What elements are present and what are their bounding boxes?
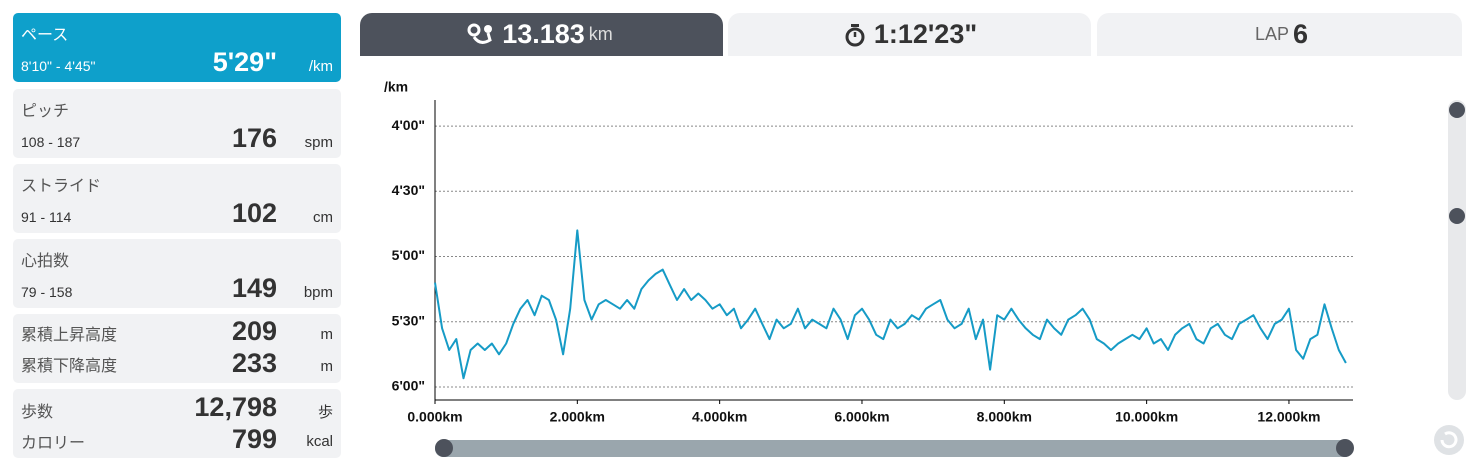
reset-button[interactable]	[1434, 425, 1464, 455]
y-tick-label: 4'00"	[392, 117, 425, 133]
metric-label: ピッチ	[21, 103, 70, 120]
metric-unit: 歩	[317, 404, 333, 421]
time-value: 1:12'23"	[873, 19, 978, 49]
distance-tab[interactable]: 13.183 km	[360, 13, 723, 56]
slider-handle[interactable]	[1336, 439, 1354, 457]
x-tick-label: 8.000km	[977, 409, 1032, 425]
metric-unit: /km	[308, 58, 333, 75]
route-icon	[467, 23, 493, 44]
metric-unit: bpm	[303, 284, 333, 301]
elevation-card[interactable]: 累積上昇高度 209 m 累積下降高度 233 m	[13, 314, 341, 383]
metric-value: 5'29"	[212, 47, 277, 77]
range-slider[interactable]	[435, 440, 1353, 457]
metric-value: 233	[231, 348, 277, 378]
metric-value: 149	[231, 273, 277, 303]
metric-unit: kcal	[306, 433, 333, 450]
metric-value: 102	[231, 198, 277, 228]
metric-value: 799	[231, 424, 277, 454]
x-tick-label: 0.000km	[407, 409, 462, 425]
y-tick-label: 5'00"	[392, 247, 425, 263]
metric-value: 209	[231, 316, 277, 346]
activity-card[interactable]: 歩数 12,798 歩 カロリー 799 kcal	[13, 389, 341, 458]
metric-unit: m	[320, 326, 334, 343]
metric-range: 91 - 114	[21, 209, 72, 225]
metric-unit: spm	[304, 134, 333, 151]
x-tick-label: 4.000km	[692, 409, 747, 425]
metric-card[interactable]: ペース 8'10" - 4'45" 5'29" /km	[13, 13, 341, 82]
metric-label: 心拍数	[21, 253, 70, 270]
x-tick-label: 2.000km	[550, 409, 605, 425]
x-tick-label: 6.000km	[834, 409, 889, 425]
metric-card[interactable]: ストライド 91 - 114 102 cm	[13, 164, 341, 233]
metric-unit: cm	[313, 209, 333, 226]
metric-card[interactable]: 心拍数 79 - 158 149 bpm	[13, 239, 341, 308]
metric-range: 79 - 158	[21, 284, 73, 300]
stopwatch-icon	[845, 23, 865, 46]
metric-label: 歩数	[21, 404, 54, 421]
x-tick-label: 10.000km	[1115, 409, 1178, 425]
y-tick-label: 4'30"	[392, 182, 425, 198]
distance-value: 13.183	[502, 19, 585, 49]
pace-line	[434, 229, 1347, 380]
metric-value: 176	[231, 123, 277, 153]
metric-label: カロリー	[21, 435, 86, 452]
lap-value: 6	[1293, 19, 1309, 49]
metric-card[interactable]: ピッチ 108 - 187 176 spm	[13, 89, 341, 158]
metric-label: 累積下降高度	[21, 358, 118, 375]
slider-handle[interactable]	[435, 439, 453, 457]
distance-unit: km	[588, 24, 613, 44]
metric-value: 12,798	[194, 392, 277, 422]
y-axis-label: /km	[384, 79, 408, 95]
v-scrollbar[interactable]	[1448, 100, 1466, 400]
y-tick-label: 6'00"	[392, 378, 425, 394]
x-tick-label: 12.000km	[1257, 409, 1320, 425]
lap-label: LAP	[1254, 24, 1289, 44]
lap-tab[interactable]: LAP 6	[1097, 13, 1462, 56]
scroll-handle[interactable]	[1449, 102, 1465, 118]
scroll-handle[interactable]	[1449, 208, 1465, 224]
metric-unit: m	[320, 358, 334, 375]
y-tick-label: 5'30"	[392, 312, 425, 328]
metric-range: 8'10" - 4'45"	[21, 58, 96, 74]
reset-icon	[1440, 431, 1458, 449]
metric-range: 108 - 187	[21, 134, 81, 150]
metric-label: ストライド	[21, 178, 102, 195]
time-tab[interactable]: 1:12'23"	[728, 13, 1091, 56]
metric-label: 累積上昇高度	[21, 327, 118, 344]
metric-label: ペース	[21, 27, 69, 44]
